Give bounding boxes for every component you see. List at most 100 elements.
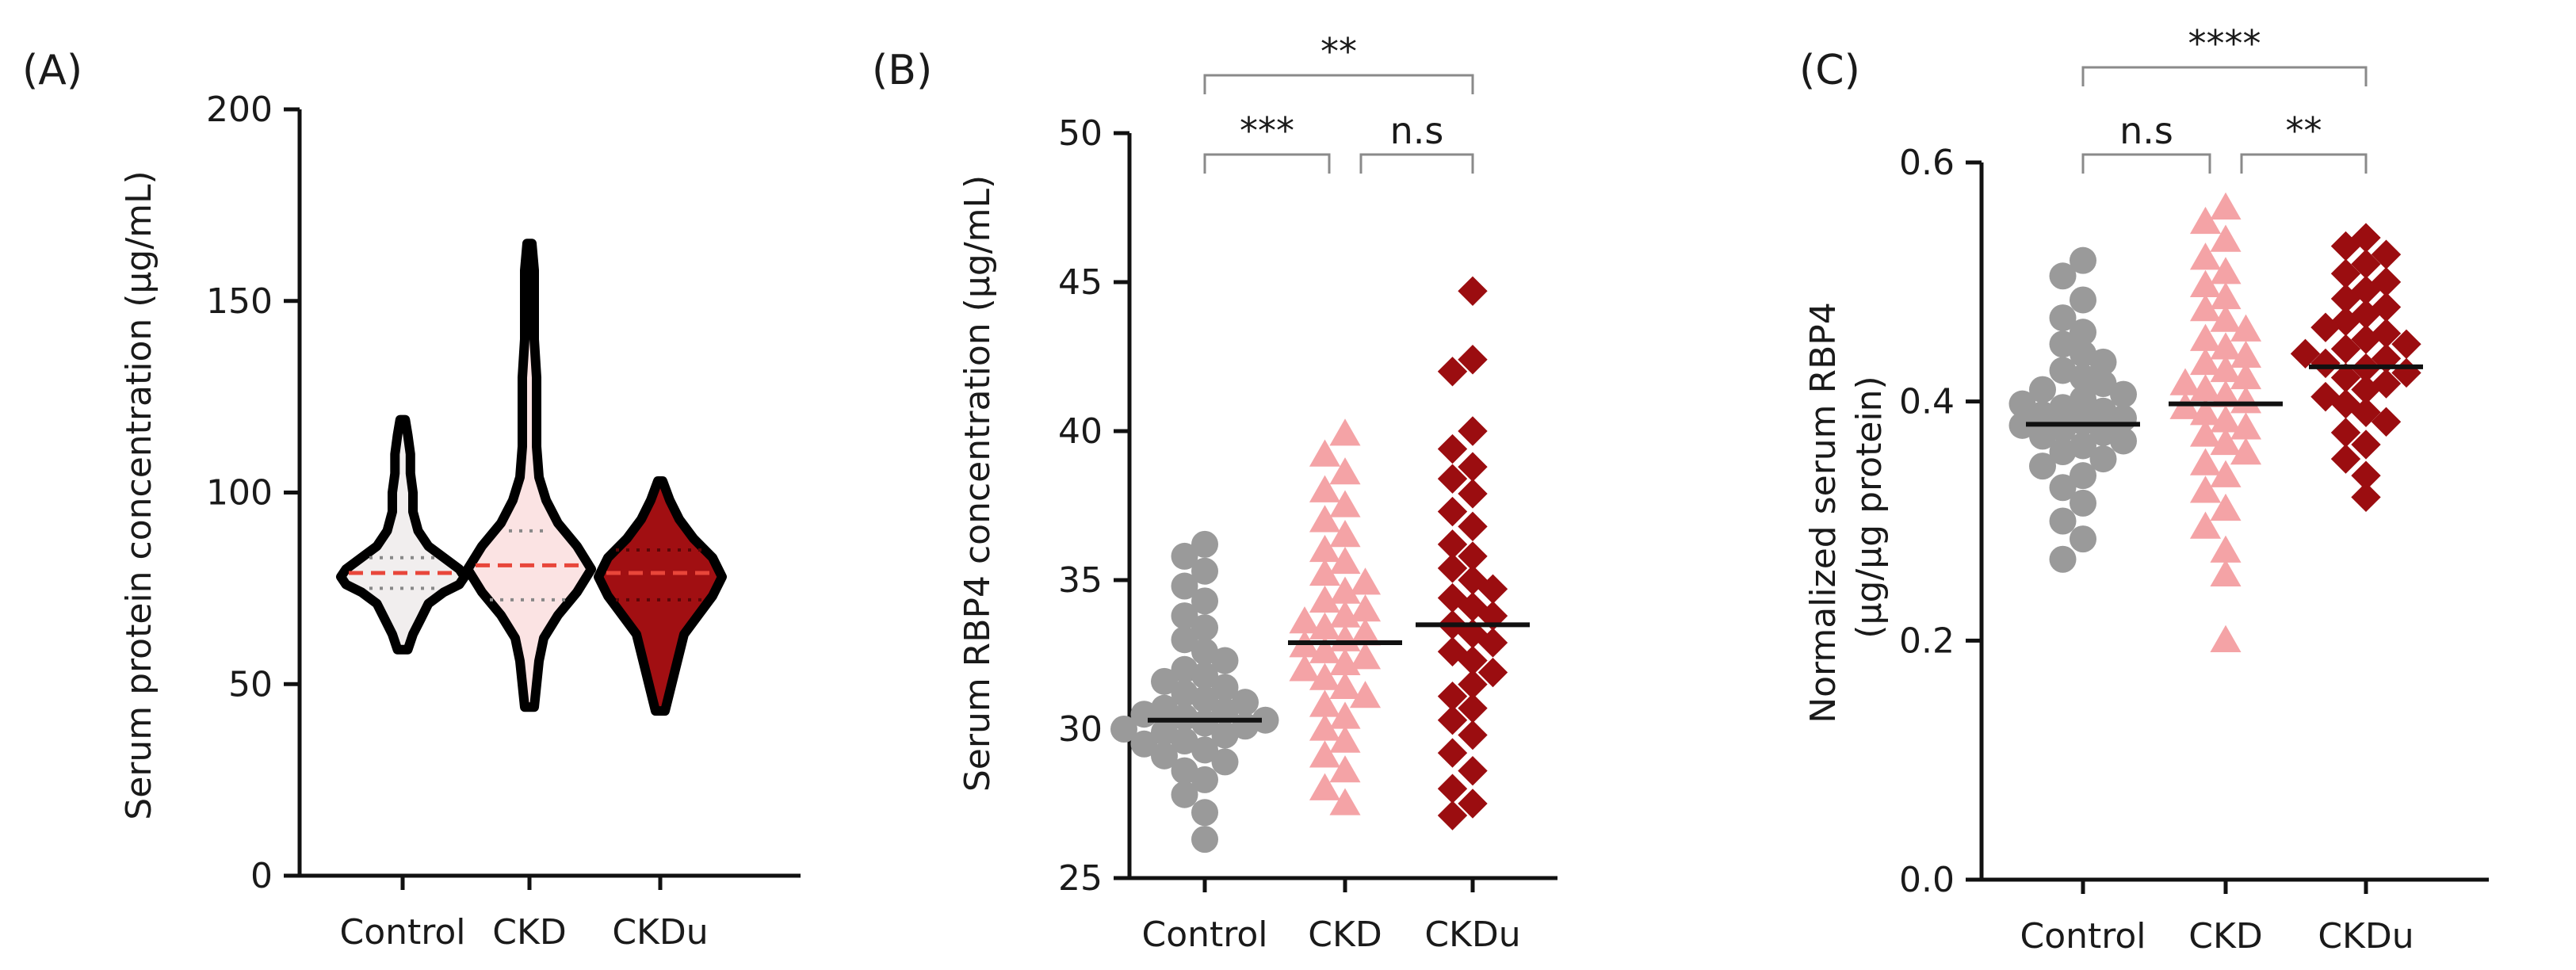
- b-ckdu-point-2: [1437, 357, 1468, 387]
- c-control-point-32: [2049, 507, 2077, 535]
- panel-a-ylabel: Serum protein concentration (µg/mL): [119, 170, 159, 819]
- c-x-label-ckd: CKD: [2188, 916, 2262, 957]
- c-control-point-29: [2070, 462, 2096, 490]
- b-control-point-35: [1191, 799, 1218, 827]
- c-ckd-point-5: [2189, 269, 2222, 298]
- c-bracket-0: [2081, 153, 2211, 174]
- panel-c: (C) Normalized serum RBP4 (µg/µg protein…: [1799, 22, 2489, 957]
- b-ckd-point-5: [1309, 505, 1341, 533]
- b-y-tick-label-0: 25: [1058, 858, 1103, 899]
- c-ckd-point-24: [2189, 419, 2222, 447]
- c-ckdu-point-32: [2351, 482, 2381, 513]
- c-control-point-8: [2049, 357, 2077, 384]
- c-control-point-26: [2049, 438, 2077, 466]
- b-ckdu-point-5: [1458, 452, 1488, 482]
- b-ckd-point-16: [1309, 612, 1341, 640]
- a-x-label-ckd: CKD: [492, 912, 566, 953]
- c-ckdu-point-27: [2371, 407, 2402, 437]
- b-ckd-point-2: [1329, 457, 1361, 485]
- b-control-point-22: [1191, 709, 1218, 737]
- b-ckd-point-21: [1349, 642, 1382, 670]
- a-y-tick-label-4: 200: [206, 90, 273, 130]
- b-ckd-point-22: [1329, 647, 1361, 675]
- c-control-point-5: [2049, 330, 2077, 358]
- b-ckdu-point-30: [1458, 755, 1488, 786]
- b-ckd-point-23: [1289, 654, 1320, 682]
- c-control-point-31: [2070, 489, 2096, 517]
- b-ckd-point-12: [1309, 585, 1341, 613]
- c-ckd-point-9: [2230, 314, 2262, 342]
- b-ckdu-point-8: [1437, 496, 1468, 527]
- a-x-label-ckdu: CKDu: [612, 912, 708, 953]
- c-ckdu-point-7: [2330, 284, 2361, 314]
- c-control-point-0: [2070, 246, 2096, 274]
- c-ckd-point-16: [2169, 368, 2201, 395]
- b-ckd-point-4: [1329, 490, 1361, 517]
- c-ckdu-point-1: [2330, 231, 2361, 262]
- c-ckdu-point-2: [2371, 239, 2402, 269]
- panel-b-label: (B): [872, 47, 932, 94]
- c-ckdu-point-14: [2391, 329, 2421, 359]
- b-ckd-point-10: [1349, 567, 1382, 595]
- b-ckdu-point-23: [1477, 657, 1508, 688]
- c-y-tick-label-0: 0.0: [1899, 860, 1955, 900]
- c-ckd-point-28: [2210, 460, 2242, 487]
- panel-a-label: (A): [22, 47, 82, 94]
- b-ckd-point-29: [1309, 713, 1341, 741]
- b-control-point-32: [1171, 757, 1198, 785]
- c-y-tick-label-2: 0.4: [1899, 382, 1955, 422]
- b-control-point-30: [1151, 742, 1178, 770]
- c-ckdu-point-28: [2330, 418, 2361, 448]
- b-control-point-24: [1110, 716, 1137, 743]
- c-ckdu-point-23: [2351, 374, 2381, 405]
- c-ckd-point-33: [2210, 559, 2242, 587]
- b-sig-label-0: ***: [1240, 109, 1294, 152]
- a-y-tick-label-1: 50: [228, 664, 273, 705]
- b-ckdu-point-29: [1437, 738, 1468, 768]
- c-sig-label-0: n.s: [2119, 109, 2173, 152]
- b-ckd-point-20: [1309, 636, 1341, 663]
- c-x-label-control: Control: [2020, 916, 2146, 957]
- c-ckd-point-15: [2230, 361, 2262, 390]
- a-violin-ckdu: [594, 476, 727, 716]
- c-ckdu-point-20: [2391, 357, 2421, 388]
- c-ckdu-point-0: [2351, 223, 2381, 253]
- b-sig-label-2: **: [1320, 30, 1357, 73]
- b-ckd-point-14: [1329, 600, 1361, 628]
- b-control-point-21: [1252, 706, 1279, 734]
- c-bracket-2: [2081, 66, 2368, 86]
- panel-b-ylabel: Serum RBP4 concentration (µg/mL): [957, 175, 998, 792]
- c-control-point-6: [2070, 340, 2096, 368]
- c-ckd-point-30: [2210, 493, 2242, 521]
- c-ckdu-point-4: [2330, 258, 2361, 288]
- b-ckd-point-7: [1309, 534, 1341, 563]
- c-ckdu-point-25: [2330, 388, 2361, 419]
- c-ckd-point-26: [2230, 437, 2262, 465]
- a-y-tick-label-0: 0: [250, 856, 273, 896]
- c-ckd-point-27: [2189, 448, 2222, 475]
- c-ckdu-point-17: [2371, 343, 2402, 374]
- panel-c-label: (C): [1799, 47, 1860, 94]
- b-ckdu-point-22: [1458, 645, 1488, 676]
- b-control-point-27: [1171, 728, 1198, 755]
- a-violin-ckd: [463, 239, 596, 712]
- c-control-point-15: [2049, 394, 2077, 422]
- c-control-point-24: [2110, 427, 2137, 455]
- b-ckdu-point-7: [1458, 479, 1488, 509]
- panel-c-ylabel-line1: Normalized serum RBP4: [1803, 302, 1844, 724]
- c-control-point-34: [2049, 545, 2077, 573]
- b-ckdu-point-32: [1458, 789, 1488, 819]
- b-control-point-4: [1191, 587, 1218, 615]
- c-control-point-33: [2070, 525, 2096, 553]
- c-control-point-9: [2070, 364, 2096, 391]
- b-control-point-8: [1191, 638, 1218, 666]
- b-ckd-point-17: [1349, 618, 1382, 646]
- c-sig-label-1: **: [2286, 109, 2322, 152]
- b-ckd-point-9: [1309, 558, 1341, 586]
- c-ckd-point-12: [2230, 340, 2262, 369]
- c-ckd-point-8: [2210, 304, 2242, 332]
- b-control-point-28: [1130, 730, 1158, 758]
- c-control-point-14: [2008, 390, 2036, 418]
- a-y-tick-label-3: 150: [206, 281, 273, 322]
- panel-b-plot: 25 30 35 40 45 50 Control CKD CKDu *** n.s **: [1058, 30, 1557, 955]
